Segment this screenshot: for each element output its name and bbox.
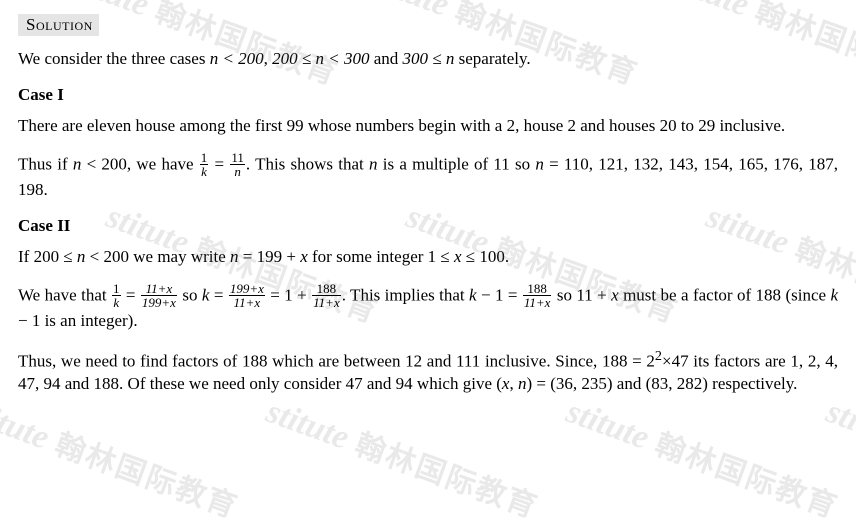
fraction: 1k (199, 151, 210, 178)
text: must be a factor of 188 (since (619, 285, 831, 304)
denominator: k (200, 165, 209, 178)
wm-cn: 翰林国际教育 (142, 0, 343, 92)
wm-lat: stitute (821, 393, 856, 457)
text: , (509, 374, 518, 393)
text: is a multiple of 11 so (378, 154, 536, 173)
wm-lat: stitute (261, 393, 354, 457)
numerator: 188 (523, 282, 552, 296)
var-n: n (535, 154, 544, 173)
denominator: 11+x (523, 296, 552, 309)
text: = 199 + (239, 247, 301, 266)
text: = (209, 154, 229, 173)
var-k: k (469, 285, 477, 304)
text: . This shows that (246, 154, 369, 173)
numerator: 1 (200, 151, 209, 165)
text: and (369, 49, 402, 68)
denominator: n (230, 165, 245, 178)
text: . This implies that (342, 285, 469, 304)
case-2-paragraph-3: Thus, we need to find factors of 188 whi… (18, 347, 838, 397)
fraction: 11+x199+x (140, 282, 178, 309)
math: n < 200 (210, 49, 264, 68)
wm-cn: 翰林国际教育 (342, 425, 543, 525)
var-n: n (230, 247, 239, 266)
denominator: 11+x (312, 296, 341, 309)
text: If 200 ≤ (18, 247, 77, 266)
wm-cn: 翰林国际教育 (642, 425, 843, 525)
var-x: x (454, 247, 462, 266)
exponent: 2 (655, 348, 662, 364)
numerator: 199+x (229, 282, 265, 296)
text: − 1 = (477, 285, 522, 304)
fraction: 199+x11+x (228, 282, 266, 309)
fraction: 18811+x (311, 282, 342, 309)
text: Thus if (18, 154, 73, 173)
denominator: 11+x (229, 296, 265, 309)
text: = (209, 285, 227, 304)
wm-cn: 翰林国际教育 (742, 0, 856, 92)
text: , (264, 49, 273, 68)
case-1-paragraph-1: There are eleven house among the first 9… (18, 115, 838, 138)
fraction: 1k (111, 282, 122, 309)
case-2-paragraph-2: We have that 1k = 11+x199+x so k = 199+x… (18, 283, 838, 333)
denominator: 199+x (141, 296, 177, 309)
wm-cn: 翰林国际教育 (42, 425, 243, 525)
var-k: k (830, 285, 838, 304)
wm-lat: stitute (361, 0, 454, 24)
denominator: k (112, 296, 121, 309)
case-2-heading: Case II (18, 216, 838, 236)
text: = 1 + (266, 285, 311, 304)
numerator: 188 (312, 282, 341, 296)
var-n: n (369, 154, 378, 173)
case-1-paragraph-2: Thus if n < 200, we have 1k = 11n. This … (18, 152, 838, 202)
wm-cn: 翰林国际教育 (442, 0, 643, 92)
wm-lat: stitute (0, 393, 54, 457)
text: = (122, 285, 140, 304)
text: so (178, 285, 202, 304)
numerator: 11 (230, 151, 245, 165)
solution-heading: Solution (18, 14, 99, 36)
text: ≤ 100. (462, 247, 510, 266)
text: − 1 is an integer). (18, 311, 138, 330)
fraction: 11n (229, 151, 246, 178)
text: so 11 + (552, 285, 611, 304)
intro-paragraph: We consider the three cases n < 200, 200… (18, 48, 838, 71)
text: Thus, we need to find factors of 188 whi… (18, 351, 655, 370)
math: 300 ≤ n (403, 49, 455, 68)
fraction: 18811+x (522, 282, 553, 309)
wm-lat: stitute (561, 393, 654, 457)
text: for some integer 1 ≤ (308, 247, 454, 266)
text: We have that (18, 285, 111, 304)
text: < 200, we have (81, 154, 198, 173)
case-1-heading: Case I (18, 85, 838, 105)
text: < 200 we may write (85, 247, 230, 266)
math: 200 ≤ n < 300 (272, 49, 369, 68)
text: We consider the three cases (18, 49, 210, 68)
numerator: 1 (112, 282, 121, 296)
var-x: x (611, 285, 619, 304)
text: separately. (454, 49, 530, 68)
numerator: 11+x (141, 282, 177, 296)
var-x: x (300, 247, 308, 266)
text: ) = (36, 235) and (83, 282) respectively… (526, 374, 797, 393)
wm-lat: stitute (661, 0, 754, 24)
case-2-paragraph-1: If 200 ≤ n < 200 we may write n = 199 + … (18, 246, 838, 269)
